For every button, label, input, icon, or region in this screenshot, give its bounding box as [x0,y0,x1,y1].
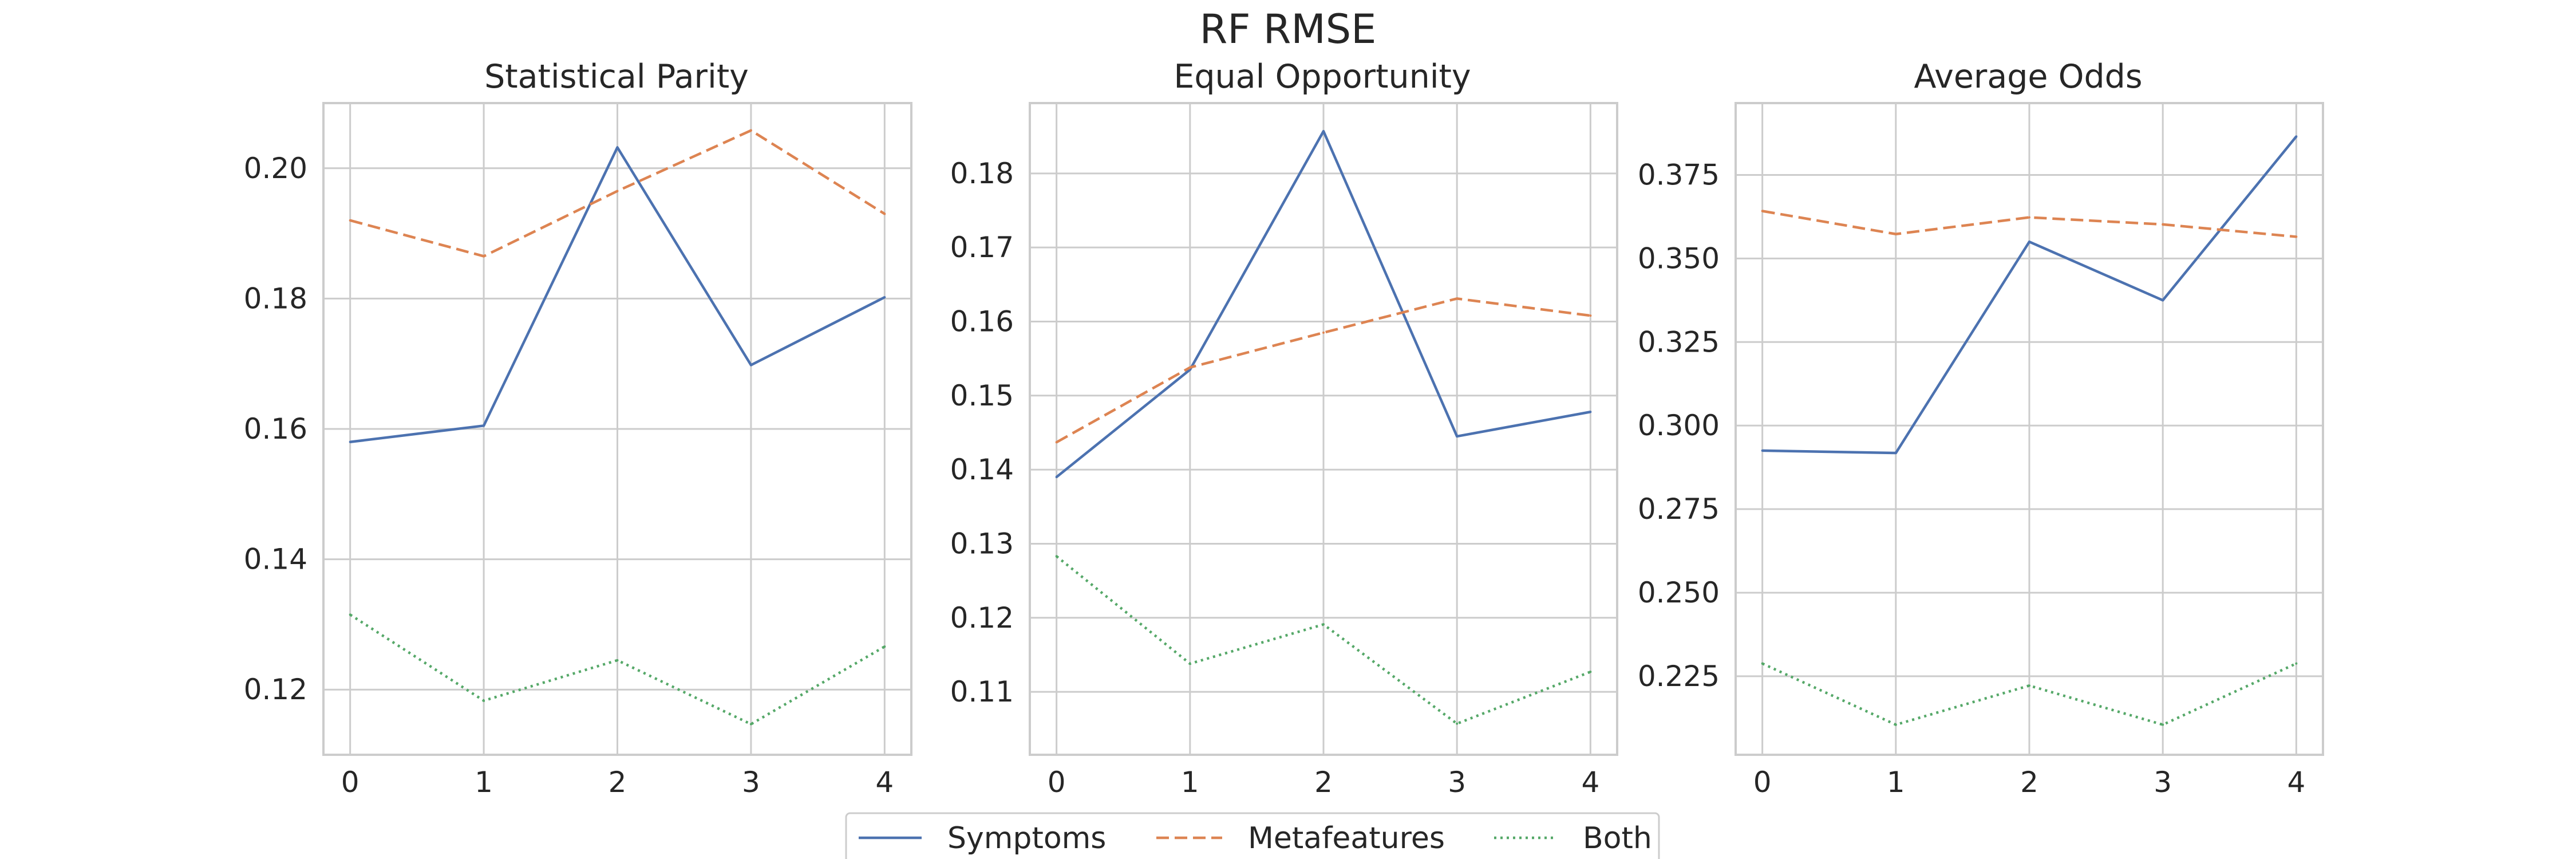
y-tick-label: 0.350 [1638,242,1720,275]
y-tick-label: 0.12 [244,673,307,706]
x-tick-label: 1 [475,766,493,799]
series-line-metafeatures [1762,210,2297,238]
data-point-symptoms [1589,411,1592,413]
data-point-metafeatures [2295,235,2298,238]
y-tick-label: 0.225 [1638,660,1720,693]
data-point-metafeatures [1761,210,1764,212]
x-tick-label: 0 [341,766,359,799]
data-point-symptoms [749,364,752,367]
data-point-symptoms [483,424,485,427]
data-point-metafeatures [883,212,886,215]
data-point-both [1322,623,1325,626]
data-point-both [2162,723,2164,726]
legend-label-both: Both [1583,821,1652,856]
data-point-symptoms [883,296,886,299]
x-tick-label: 2 [1314,766,1333,799]
data-point-metafeatures [1456,297,1459,300]
data-point-metafeatures [483,255,485,258]
y-tick-label: 0.15 [950,379,1014,412]
x-tick-label: 2 [2020,766,2038,799]
legend-label-metafeatures: Metafeatures [1248,821,1445,856]
panel-statistical-parity: Statistical Parity 0 1 2 3 4 0.12 0.14 0.16 0.18… [244,58,912,799]
data-point-metafeatures [1322,331,1325,334]
data-point-both [883,645,886,648]
data-point-both [1894,723,1897,726]
plot-frame [322,102,912,756]
data-point-symptoms [2295,135,2298,138]
data-point-both [1456,722,1459,725]
data-point-both [2295,662,2298,665]
data-point-both [749,723,752,726]
data-point-symptoms [1761,449,1764,452]
data-point-metafeatures [2028,216,2030,219]
data-point-metafeatures [1055,441,1058,444]
panel-title: Statistical Parity [484,58,749,96]
y-tick-label: 0.13 [950,527,1014,560]
series-line-metafeatures [1056,297,1591,444]
data-point-metafeatures [1589,314,1592,317]
data-point-symptoms [1894,452,1897,455]
x-tick-label: 4 [1581,766,1599,799]
panel-title: Average Odds [1914,58,2142,96]
data-point-symptoms [1456,435,1459,438]
y-tick-label: 0.275 [1638,492,1720,526]
y-tick-label: 0.12 [950,601,1014,635]
data-point-both [616,659,619,661]
legend-frame [845,812,1660,859]
y-tick-label: 0.20 [244,152,307,185]
data-point-metafeatures [1894,233,1897,235]
panel-equal-opportunity: Equal Opportunity 0 1 2 3 4 0.11 0.12 0.13 0.14 0… [950,58,1618,799]
data-point-metafeatures [616,190,619,192]
data-point-both [483,699,485,702]
legend: Symptoms Metafeatures Both [845,812,1660,859]
y-tick-label: 0.300 [1638,409,1720,442]
data-point-symptoms [616,146,619,149]
data-point-both [1589,671,1592,673]
data-point-both [349,613,351,616]
plot-frame [1029,102,1618,756]
y-tick-label: 0.14 [244,543,307,576]
x-tick-label: 1 [1887,766,1905,799]
data-point-metafeatures [749,129,752,132]
data-point-symptoms [2028,241,2030,243]
y-tick-label: 0.18 [244,282,307,315]
panel-title: Equal Opportunity [1174,58,1471,96]
x-tick-label: 2 [609,766,627,799]
x-tick-label: 1 [1181,766,1199,799]
data-point-metafeatures [1188,366,1191,369]
x-tick-label: 4 [875,766,894,799]
data-point-symptoms [2162,299,2164,302]
data-point-metafeatures [349,219,351,222]
x-tick-label: 0 [1753,766,1772,799]
data-point-both [1055,555,1058,558]
x-tick-label: 0 [1048,766,1066,799]
figure-title: RF RMSE [1200,6,1377,53]
series-line-both [349,613,886,726]
y-tick-label: 0.250 [1638,576,1720,609]
data-point-both [1761,662,1764,665]
data-point-symptoms [349,440,351,443]
plot-frame [1735,102,2324,756]
y-tick-label: 0.375 [1638,158,1720,191]
y-tick-label: 0.11 [950,675,1014,708]
x-tick-label: 3 [1448,766,1466,799]
data-point-symptoms [1055,476,1058,479]
panel-average-odds: Average Odds 0 1 2 3 4 0.225 0.250 0.275 0.300 0.… [1638,58,2324,799]
x-tick-label: 4 [2287,766,2305,799]
data-point-symptoms [1322,130,1325,133]
y-tick-label: 0.18 [950,157,1014,190]
y-tick-label: 0.17 [950,231,1014,264]
series-line-both [1761,662,2297,726]
data-point-both [1188,662,1191,665]
data-point-both [2028,684,2030,687]
x-tick-label: 3 [742,766,760,799]
y-tick-label: 0.16 [950,305,1014,338]
y-tick-label: 0.14 [950,453,1014,486]
y-tick-label: 0.325 [1638,325,1720,358]
y-tick-label: 0.16 [244,412,307,446]
x-tick-label: 3 [2154,766,2172,799]
data-point-metafeatures [2162,223,2164,226]
legend-label-symptoms: Symptoms [947,821,1106,856]
